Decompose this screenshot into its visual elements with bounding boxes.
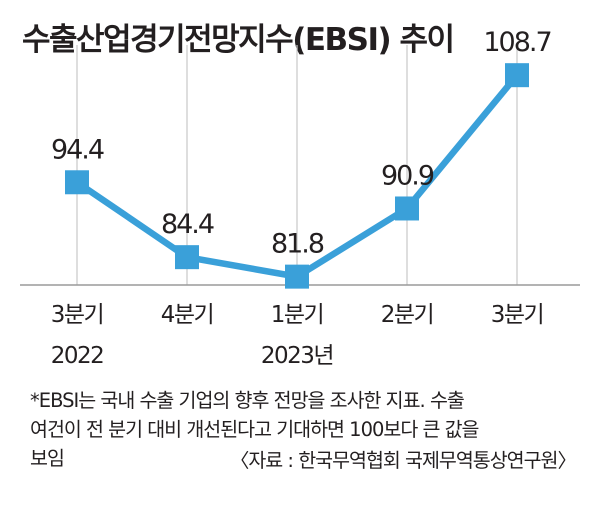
year-label: 2022 — [51, 343, 104, 369]
footnote-line: 보임 — [30, 447, 65, 470]
x-tick-label: 3분기 — [491, 302, 543, 328]
data-point — [285, 264, 309, 289]
data-label: 84.4 — [161, 209, 214, 240]
year-label: 2023년 — [261, 343, 333, 369]
footnote-line: *EBSI는 국내 수출 기업의 향후 전망을 조사한 지표. 수출 — [30, 389, 465, 412]
grid-lines — [76, 45, 518, 285]
x-tick-label: 2분기 — [381, 302, 433, 328]
x-tick-labels: 3분기 2022 4분기 1분기 2023년 2분기 3분기 — [51, 302, 545, 369]
x-tick-label: 1분기 — [271, 302, 323, 328]
x-tick-label: 3분기 — [51, 302, 103, 328]
source-note: 〈자료 : 한국무역협회 국제무역통상연구원〉 — [229, 449, 577, 472]
data-label: 81.8 — [271, 229, 324, 260]
data-point — [175, 245, 199, 270]
footnote-line: 여건이 전 분기 대비 개선된다고 기대하면 100보다 큰 값을 — [30, 418, 480, 441]
x-tick-label: 4분기 — [161, 302, 213, 328]
data-labels: 94.4 84.4 81.8 90.9 108.7 — [51, 27, 553, 260]
data-label: 94.4 — [51, 134, 104, 165]
data-label: 90.9 — [381, 160, 434, 191]
data-point — [65, 170, 89, 195]
series-ebsi — [65, 63, 529, 289]
chart-title: 수출산업경기전망지수(EBSI) 추이 — [22, 22, 455, 58]
data-label: 108.7 — [483, 27, 550, 58]
data-point — [395, 196, 419, 221]
data-point — [505, 63, 529, 88]
ebsi-line-chart: 94.4 84.4 81.8 90.9 108.7 3분기 2022 4분기 1분기 2023년… — [20, 27, 580, 369]
footnote: *EBSI는 국내 수출 기업의 향후 전망을 조사한 지표. 수출 여건이 전… — [30, 386, 580, 473]
